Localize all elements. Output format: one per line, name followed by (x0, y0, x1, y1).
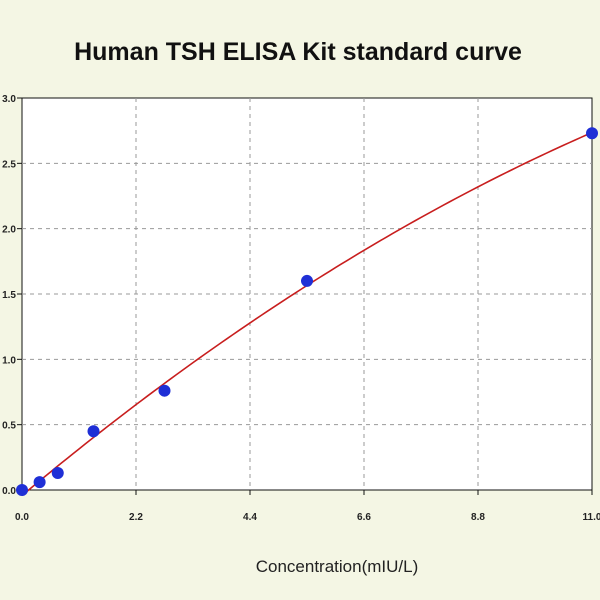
grid-lines (22, 98, 592, 490)
data-point (301, 274, 313, 287)
x-tick-label: 4.4 (243, 512, 257, 523)
x-tick-label: 0.0 (15, 512, 29, 523)
x-tick-label: 2.2 (129, 512, 143, 523)
data-point (87, 425, 100, 438)
x-axis-label: Concentration(mIU/L) (256, 557, 419, 576)
data-points (16, 127, 598, 496)
chart-title: Human TSH ELISA Kit standard curve (74, 38, 522, 66)
x-tick-label: 8.8 (471, 512, 485, 523)
data-point (33, 476, 46, 489)
data-point (586, 127, 598, 140)
data-point (16, 484, 28, 496)
x-tick-label: 6.6 (357, 512, 371, 523)
y-tick-label: 2.5 (2, 159, 16, 170)
y-tick-label: 2.0 (2, 225, 16, 236)
x-tick-label: 11.0 (583, 512, 600, 523)
plot-area (21, 97, 593, 491)
y-tick-label: 0.5 (2, 421, 16, 432)
y-tick-label: 1.5 (2, 290, 16, 301)
y-tick-label: 3.0 (2, 94, 16, 105)
x-axis-ticks: 0.0 2.2 4.4 6.6 8.8 11.0 (15, 490, 600, 523)
y-tick-label: 0.0 (2, 486, 16, 497)
y-tick-label: 1.0 (2, 355, 16, 366)
data-point (51, 467, 64, 480)
y-axis-ticks: 0.0 0.5 1.0 1.5 2.0 2.5 3.0 (2, 94, 22, 497)
data-point (158, 384, 171, 397)
